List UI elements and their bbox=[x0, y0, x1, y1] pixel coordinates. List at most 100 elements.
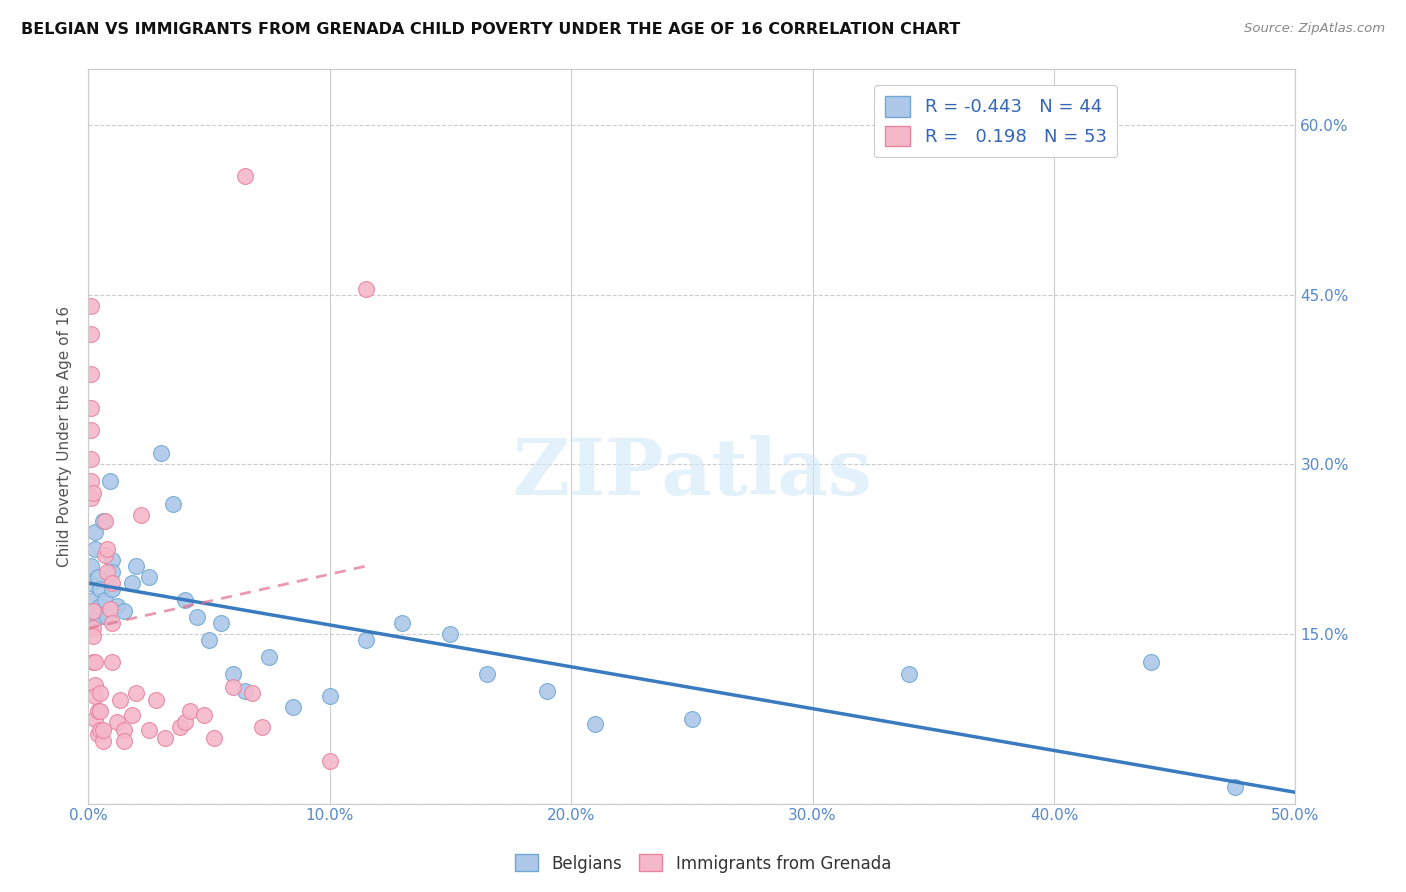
Point bbox=[108, 692, 131, 706]
Point bbox=[98, 475, 121, 489]
Point bbox=[98, 602, 121, 616]
Point bbox=[94, 514, 117, 528]
Point bbox=[681, 712, 703, 726]
Point bbox=[82, 485, 104, 500]
Point bbox=[79, 451, 101, 466]
Point bbox=[79, 424, 101, 438]
Point bbox=[112, 604, 135, 618]
Point bbox=[318, 689, 340, 703]
Point bbox=[475, 666, 498, 681]
Point bbox=[101, 655, 124, 669]
Point bbox=[112, 734, 135, 748]
Point bbox=[240, 686, 263, 700]
Point bbox=[898, 666, 921, 681]
Point bbox=[233, 683, 256, 698]
Point bbox=[209, 615, 232, 630]
Y-axis label: Child Poverty Under the Age of 16: Child Poverty Under the Age of 16 bbox=[58, 305, 72, 566]
Point bbox=[391, 615, 413, 630]
Point bbox=[222, 666, 245, 681]
Point bbox=[125, 686, 148, 700]
Point bbox=[87, 726, 110, 740]
Point bbox=[79, 491, 101, 506]
Point bbox=[91, 723, 114, 738]
Point bbox=[149, 446, 172, 460]
Point bbox=[84, 655, 107, 669]
Point bbox=[101, 582, 124, 596]
Point bbox=[121, 708, 143, 723]
Point bbox=[82, 629, 104, 643]
Text: ZIPatlas: ZIPatlas bbox=[512, 434, 872, 511]
Point bbox=[87, 570, 110, 584]
Point bbox=[173, 593, 195, 607]
Point bbox=[82, 655, 104, 669]
Point bbox=[84, 689, 107, 703]
Point bbox=[112, 723, 135, 738]
Point bbox=[87, 704, 110, 718]
Point bbox=[179, 704, 201, 718]
Point bbox=[94, 548, 117, 562]
Text: BELGIAN VS IMMIGRANTS FROM GRENADA CHILD POVERTY UNDER THE AGE OF 16 CORRELATION: BELGIAN VS IMMIGRANTS FROM GRENADA CHILD… bbox=[21, 22, 960, 37]
Point bbox=[162, 497, 184, 511]
Point bbox=[250, 720, 273, 734]
Point bbox=[89, 723, 111, 738]
Point bbox=[101, 615, 124, 630]
Point bbox=[283, 700, 305, 714]
Point bbox=[1139, 655, 1161, 669]
Point bbox=[318, 754, 340, 768]
Point bbox=[105, 715, 128, 730]
Point bbox=[121, 576, 143, 591]
Point bbox=[233, 169, 256, 183]
Point bbox=[79, 367, 101, 381]
Point bbox=[536, 683, 558, 698]
Point bbox=[138, 570, 160, 584]
Point bbox=[94, 593, 117, 607]
Point bbox=[79, 576, 101, 591]
Point bbox=[82, 593, 104, 607]
Point bbox=[173, 715, 195, 730]
Point bbox=[89, 582, 111, 596]
Point bbox=[101, 553, 124, 567]
Point bbox=[583, 717, 606, 731]
Point bbox=[91, 734, 114, 748]
Text: Source: ZipAtlas.com: Source: ZipAtlas.com bbox=[1244, 22, 1385, 36]
Point bbox=[84, 678, 107, 692]
Point bbox=[1223, 780, 1246, 794]
Legend: R = -0.443   N = 44, R =   0.198   N = 53: R = -0.443 N = 44, R = 0.198 N = 53 bbox=[875, 85, 1118, 157]
Point bbox=[138, 723, 160, 738]
Point bbox=[129, 508, 152, 523]
Point bbox=[354, 282, 377, 296]
Point bbox=[354, 632, 377, 647]
Point bbox=[186, 610, 208, 624]
Point bbox=[101, 576, 124, 591]
Point bbox=[84, 542, 107, 557]
Point bbox=[105, 599, 128, 613]
Point bbox=[96, 565, 118, 579]
Point bbox=[96, 542, 118, 557]
Point bbox=[257, 649, 280, 664]
Point bbox=[96, 610, 118, 624]
Point bbox=[125, 559, 148, 574]
Point bbox=[222, 680, 245, 694]
Point bbox=[82, 604, 104, 618]
Point bbox=[145, 692, 167, 706]
Point bbox=[202, 731, 225, 745]
Point bbox=[89, 704, 111, 718]
Point bbox=[89, 599, 111, 613]
Point bbox=[79, 299, 101, 313]
Point bbox=[155, 731, 177, 745]
Point bbox=[82, 604, 104, 618]
Point bbox=[84, 525, 107, 540]
Point bbox=[101, 565, 124, 579]
Point bbox=[89, 686, 111, 700]
Point bbox=[84, 610, 107, 624]
Point bbox=[193, 708, 215, 723]
Point bbox=[169, 720, 191, 734]
Legend: Belgians, Immigrants from Grenada: Belgians, Immigrants from Grenada bbox=[509, 847, 897, 880]
Point bbox=[82, 621, 104, 635]
Point bbox=[87, 610, 110, 624]
Point bbox=[198, 632, 221, 647]
Point bbox=[79, 475, 101, 489]
Point bbox=[439, 627, 461, 641]
Point bbox=[79, 327, 101, 342]
Point bbox=[91, 514, 114, 528]
